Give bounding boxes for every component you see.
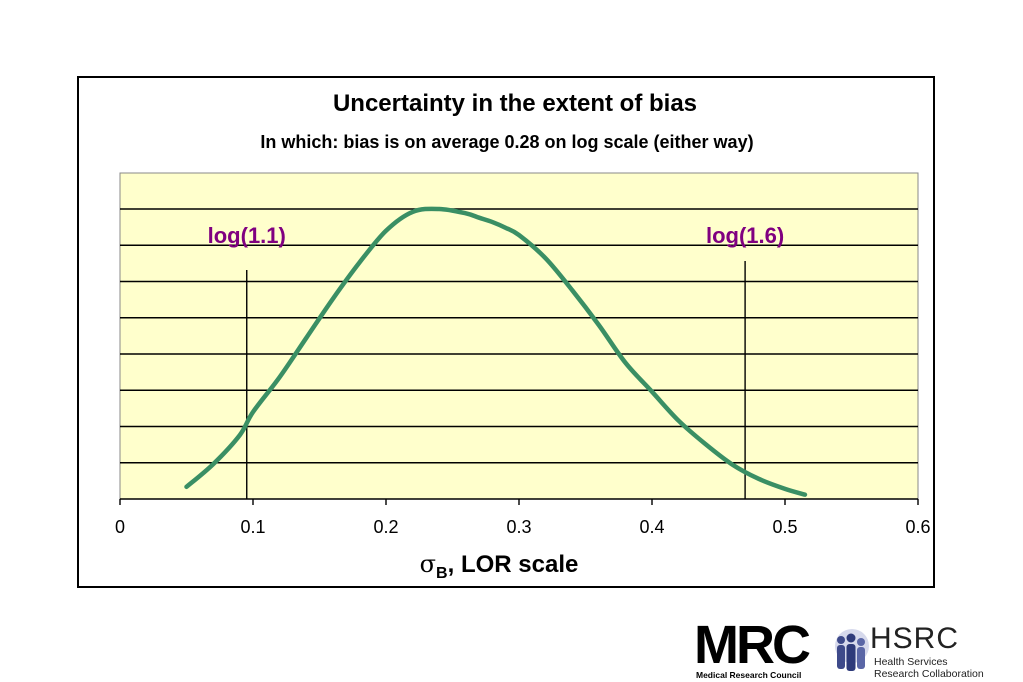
curve-layer: [184, 206, 808, 497]
annotations: log(1.1) log(1.6): [208, 223, 784, 499]
hsrc-subtitle-line2: Research Collaboration: [874, 668, 984, 680]
bias-chart: Uncertainty in the extent of bias In whi…: [115, 90, 931, 582]
chart-title: Uncertainty in the extent of bias: [333, 90, 697, 117]
annotation-label-2: log(1.6): [706, 223, 784, 248]
x-axis-label: σB, LOR scale: [420, 550, 579, 582]
x-axis: 0 0.1 0.2 0.3 0.4 0.5 0.6: [115, 498, 931, 537]
x-tick-label-1: 0.1: [240, 517, 265, 537]
x-axis-label-text: , LOR scale: [448, 551, 579, 578]
x-tick-label-3: 0.3: [506, 517, 531, 537]
plot-area: [119, 172, 919, 500]
mrc-logo-subtitle: Medical Research Council: [696, 670, 802, 680]
x-tick-label-5: 0.5: [772, 517, 797, 537]
annotation-label-1: log(1.1): [208, 223, 286, 248]
hsrc-logo: HSRC: [870, 622, 960, 655]
series-line-1: [184, 206, 808, 497]
x-tick-label-0: 0: [115, 517, 125, 537]
hsrc-subtitle-line1: Health Services: [874, 656, 948, 668]
x-axis-label-symbol: σ: [420, 550, 436, 578]
x-tick-label-4: 0.4: [639, 517, 664, 537]
x-tick-label-2: 0.2: [373, 517, 398, 537]
gridlines: [120, 208, 918, 464]
chart-subtitle: In which: bias is on average 0.28 on log…: [260, 132, 753, 152]
hsrc-people-icon: [835, 629, 869, 671]
x-axis-label-subscript: B: [436, 565, 448, 582]
x-tick-label-6: 0.6: [905, 517, 930, 537]
chart-frame: Uncertainty in the extent of bias In whi…: [77, 76, 935, 588]
logos: MRC Medical Research Council HSRC Health…: [694, 618, 994, 682]
mrc-logo: MRC: [694, 615, 811, 675]
